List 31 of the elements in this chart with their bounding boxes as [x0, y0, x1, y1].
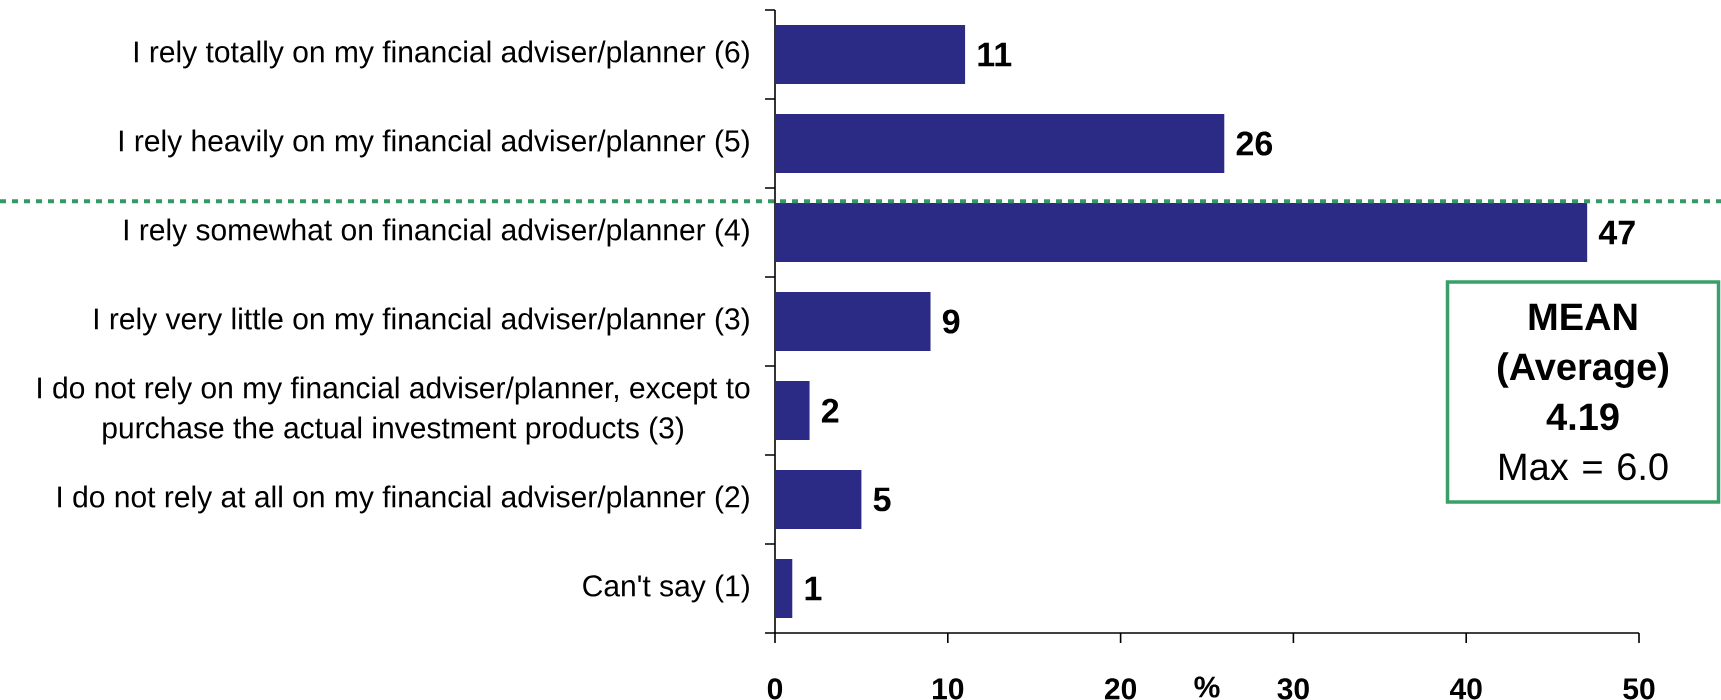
y-tick-label: Can't say (1) [583, 574, 749, 603]
x-tick-label: 10 [933, 678, 964, 700]
y-tick-label: I rely heavily on my financial adviser/planner (5) [119, 129, 749, 158]
x-tick-label: 30 [1277, 678, 1309, 700]
data-label: 26 [1236, 131, 1273, 156]
x-axis-title: % [1194, 676, 1220, 698]
y-tick-label: I rely totally on my financial adviser/planner (6) [134, 40, 749, 69]
x-tick-label: 40 [1449, 678, 1482, 700]
data-label: 47 [1598, 220, 1635, 245]
data-label: 1 [805, 576, 822, 601]
x-tick-label: 50 [1623, 678, 1655, 700]
bar [775, 559, 793, 619]
y-tick-label: I do not rely on my financial adviser/planner, except to purchase the actual investment products (3) [38, 376, 750, 445]
y-tick-label: I do not rely at all on my financial adviser/planner (2) [58, 485, 749, 514]
bar [775, 114, 1225, 174]
bar [775, 381, 810, 441]
data-label: 11 [978, 42, 1012, 67]
data-label: 5 [873, 487, 891, 512]
x-tick-label: 20 [1104, 678, 1137, 700]
y-tick-label: I rely very little on my financial adviser/planner (3) [94, 307, 749, 336]
bar [775, 292, 931, 352]
data-label: 9 [942, 309, 960, 334]
bar [775, 203, 1588, 263]
bar [775, 470, 862, 530]
annotation: MEAN (Average) [1497, 303, 1669, 388]
bar [775, 25, 966, 85]
data-label: 2 [821, 398, 839, 423]
x-tick-label: 0 [767, 678, 783, 700]
y-tick-label: I rely somewhat on financial adviser/planner (4) [124, 218, 749, 247]
annotation: Max = 6.0 [1500, 453, 1668, 481]
annotation: 4.19 [1546, 403, 1619, 431]
